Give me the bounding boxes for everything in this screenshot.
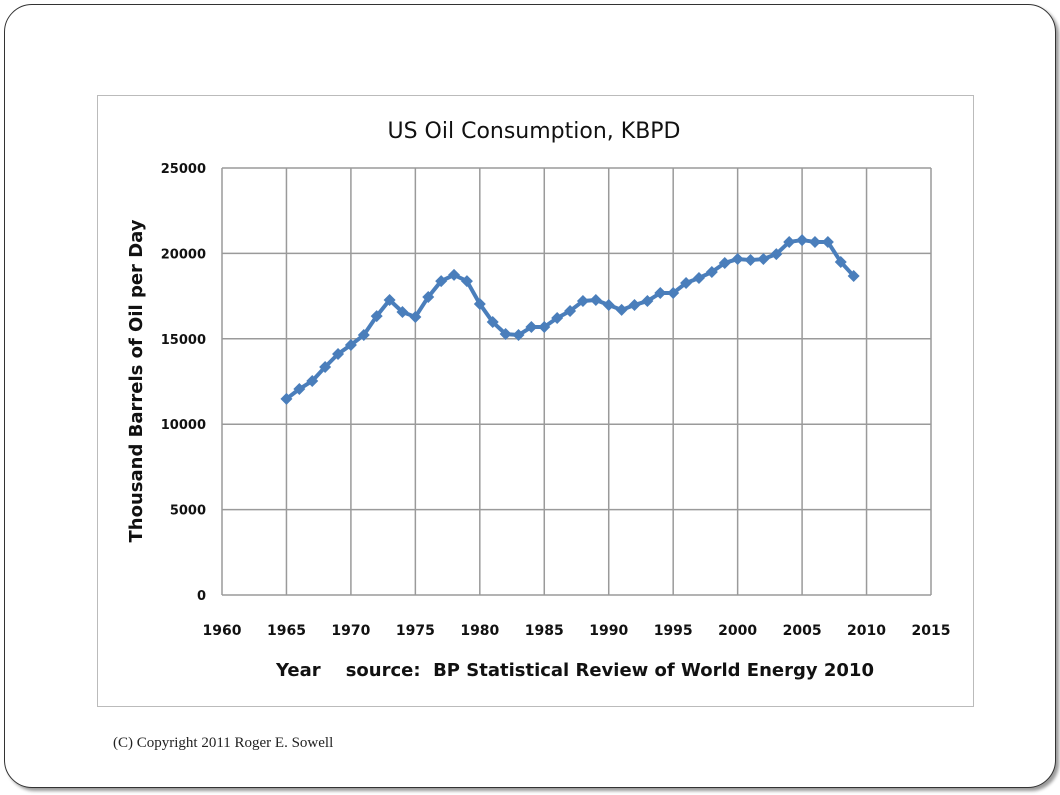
data-point-1972 — [370, 310, 383, 323]
data-point-1981 — [486, 316, 499, 329]
data-point-2008 — [834, 255, 847, 268]
y-tick-label: 15000 — [161, 333, 206, 348]
data-point-1988 — [576, 295, 589, 308]
x-tick-label: 2010 — [847, 623, 886, 639]
series-polyline — [285, 238, 856, 401]
chart-title: US Oil Consumption, KBPD — [387, 119, 680, 144]
data-point-1969 — [332, 348, 345, 361]
data-point-2003 — [770, 248, 783, 261]
y-tick-label: 10000 — [161, 418, 206, 433]
data-point-2002 — [757, 253, 770, 266]
data-point-2004 — [783, 235, 796, 248]
data-point-1973 — [383, 294, 396, 307]
data-point-2005 — [796, 234, 809, 247]
data-point-2001 — [744, 254, 757, 267]
data-point-1975 — [409, 310, 422, 323]
data-point-1982 — [499, 328, 512, 341]
data-point-1967 — [306, 374, 319, 387]
x-tick-label: 1970 — [331, 623, 370, 639]
data-point-1986 — [551, 311, 564, 324]
x-tick-label: 2000 — [718, 623, 757, 639]
data-point-1993 — [641, 295, 654, 308]
copyright-text: (C) Copyright 2011 Roger E. Sowell — [113, 735, 334, 751]
data-point-1965 — [280, 392, 293, 405]
data-point-1992 — [628, 298, 641, 311]
data-point-1968 — [319, 360, 332, 373]
data-point-1978 — [448, 268, 461, 281]
y-tick-label: 25000 — [161, 162, 206, 177]
data-point-1976 — [422, 290, 435, 303]
data-point-2000 — [731, 253, 744, 266]
y-tick-label: 0 — [197, 589, 206, 604]
x-tick-label: 1965 — [267, 623, 306, 639]
x-tick-label: 2005 — [783, 623, 822, 639]
data-point-1979 — [460, 275, 473, 288]
x-tick-label: 1960 — [203, 623, 242, 639]
x-tick-label: 1995 — [654, 623, 693, 639]
data-point-1989 — [589, 294, 602, 307]
data-point-1971 — [357, 329, 370, 342]
x-tick-label: 1985 — [525, 623, 564, 639]
x-tick-label: 2015 — [912, 623, 951, 639]
x-tick-label: 1975 — [396, 623, 435, 639]
x-axis-label: Year source: BP Statistical Review of Wo… — [275, 660, 874, 681]
data-point-2007 — [821, 235, 834, 248]
y-tick-label: 5000 — [170, 504, 206, 519]
series-line — [280, 234, 860, 405]
y-tick-label: 20000 — [161, 247, 206, 262]
data-point-1974 — [396, 305, 409, 318]
data-point-2006 — [808, 235, 821, 248]
data-point-1995 — [667, 287, 680, 300]
data-point-1990 — [602, 298, 615, 311]
y-axis-label: Thousand Barrels of Oil per Day — [126, 219, 147, 542]
data-point-1983 — [512, 329, 525, 342]
data-point-2009 — [847, 269, 860, 282]
data-point-1996 — [680, 276, 693, 289]
x-tick-label: 1980 — [460, 623, 499, 639]
data-point-1984 — [525, 321, 538, 334]
data-point-1987 — [564, 304, 577, 317]
data-point-1985 — [538, 321, 551, 334]
data-point-1970 — [344, 338, 357, 351]
data-point-1991 — [615, 303, 628, 316]
data-point-1977 — [435, 275, 448, 288]
data-point-1997 — [692, 271, 705, 284]
data-point-1998 — [705, 266, 718, 279]
chart-area — [97, 95, 974, 707]
x-tick-label: 1990 — [589, 623, 628, 639]
data-point-1994 — [654, 287, 667, 300]
data-point-1999 — [718, 256, 731, 269]
data-point-1980 — [473, 297, 486, 310]
data-point-1966 — [293, 383, 306, 396]
gridlines — [221, 167, 932, 596]
